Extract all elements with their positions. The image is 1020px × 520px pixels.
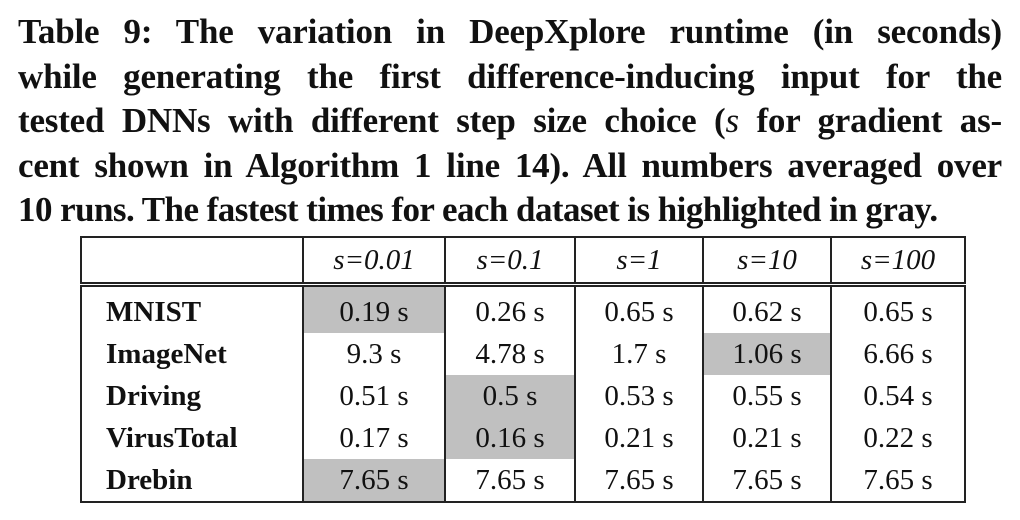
table-row: Drebin 7.65 s 7.65 s 7.65 s 7.65 s 7.65 s xyxy=(80,459,966,503)
runtime-cell: 0.17 s xyxy=(302,417,446,459)
header-corner xyxy=(80,236,304,285)
runtime-cell: 0.55 s xyxy=(702,375,832,417)
header-step-size: s=10 xyxy=(702,236,832,285)
runtime-cell: 0.22 s xyxy=(830,417,966,459)
runtime-cell: 0.21 s xyxy=(702,417,832,459)
dataset-name: Drebin xyxy=(80,459,304,503)
dataset-name: VirusTotal xyxy=(80,417,304,459)
runtime-cell: 7.65 s xyxy=(702,459,832,503)
caption-line-3-post: for gradient as- xyxy=(738,101,1002,140)
runtime-cell-fastest: 0.16 s xyxy=(444,417,576,459)
caption-line-5: 10 runs. The fastest times for each data… xyxy=(18,190,938,229)
runtime-cell: 7.65 s xyxy=(574,459,704,503)
runtime-cell: 0.65 s xyxy=(574,284,704,333)
runtime-cell: 6.66 s xyxy=(830,333,966,375)
dataset-name: ImageNet xyxy=(80,333,304,375)
runtime-cell-fastest: 7.65 s xyxy=(302,459,446,503)
caption-step-variable: s xyxy=(725,101,740,140)
runtime-cell: 0.26 s xyxy=(444,284,576,333)
runtime-cell: 0.53 s xyxy=(574,375,704,417)
caption-line-1: Table 9: The variation in DeepXplore run… xyxy=(18,12,1002,51)
runtime-cell: 0.62 s xyxy=(702,284,832,333)
runtime-cell: 1.7 s xyxy=(574,333,704,375)
header-step-size: s=0.1 xyxy=(444,236,576,285)
table-row: VirusTotal 0.17 s 0.16 s 0.21 s 0.21 s 0.22 s xyxy=(80,417,966,459)
runtime-cell: 0.65 s xyxy=(830,284,966,333)
runtime-cell: 0.51 s xyxy=(302,375,446,417)
runtime-cell: 7.65 s xyxy=(830,459,966,503)
dataset-name: Driving xyxy=(80,375,304,417)
caption-line-3: tested DNNs with different step size cho… xyxy=(18,99,1002,144)
runtime-cell: 0.21 s xyxy=(574,417,704,459)
table-caption: Table 9: The variation in DeepXplore run… xyxy=(18,10,1002,233)
header-step-size: s=1 xyxy=(574,236,704,285)
table-row: MNIST 0.19 s 0.26 s 0.65 s 0.62 s 0.65 s xyxy=(80,284,966,333)
table-row: ImageNet 9.3 s 4.78 s 1.7 s 1.06 s 6.66 s xyxy=(80,333,966,375)
runtime-cell: 0.54 s xyxy=(830,375,966,417)
header-row: s=0.01 s=0.1 s=1 s=10 s=100 xyxy=(80,236,966,285)
runtime-cell-fastest: 0.19 s xyxy=(302,284,446,333)
caption-line-4: cent shown in Algorithm 1 line 14). All … xyxy=(18,145,1002,185)
runtime-cell: 9.3 s xyxy=(302,333,446,375)
table-row: Driving 0.51 s 0.5 s 0.53 s 0.55 s 0.54 s xyxy=(80,375,966,417)
runtime-cell: 4.78 s xyxy=(444,333,576,375)
header-step-size: s=0.01 xyxy=(302,236,446,285)
header-step-size: s=100 xyxy=(830,236,966,285)
dataset-name: MNIST xyxy=(80,284,304,333)
caption-line-3-pre: tested DNNs with different step size cho… xyxy=(18,101,726,140)
runtime-cell-fastest: 1.06 s xyxy=(702,333,832,375)
caption-line-2: while generating the first difference-in… xyxy=(18,56,1002,96)
runtime-cell: 7.65 s xyxy=(444,459,576,503)
runtime-cell-fastest: 0.5 s xyxy=(444,375,576,417)
